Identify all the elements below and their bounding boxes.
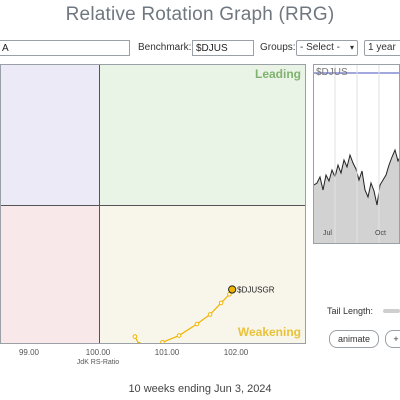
tail-head-point[interactable] xyxy=(228,285,237,294)
tail-point xyxy=(176,333,182,338)
tail-line xyxy=(134,289,233,343)
side-x-tick: Oct xyxy=(375,230,386,237)
rrg-plot: $DJUSVA$DJUSGR xyxy=(132,285,275,343)
side-x-tick: Jul xyxy=(323,230,332,237)
x-tick-label: 100.00 xyxy=(85,348,111,357)
benchmark-label: Benchmark: xyxy=(138,42,192,53)
price-chart-plot xyxy=(314,65,399,243)
period-select[interactable]: 1 year xyxy=(364,40,400,56)
period-select-value: 1 year xyxy=(368,42,396,53)
quadrant-improving xyxy=(1,65,99,205)
toolbar: A Benchmark: $DJUS Groups: - Select - ▾ … xyxy=(0,40,400,58)
chevron-down-icon: ▾ xyxy=(349,43,354,52)
center-axis-vertical xyxy=(99,65,100,343)
benchmark-symbol-label: $DJUS xyxy=(316,67,348,78)
tail-length-label: Tail Length: xyxy=(327,306,374,316)
tail-point xyxy=(194,321,200,327)
rrg-chart: Leading Weakening $DJUSVA$DJUSGR xyxy=(0,64,306,344)
quadrant-label-leading: Leading xyxy=(254,67,301,81)
page-title: Relative Rotation Graph (RRG) xyxy=(65,4,335,25)
animate-button[interactable]: animate xyxy=(329,330,379,348)
x-tick-label: 102.00 xyxy=(223,348,249,357)
x-tick-label: 99.00 xyxy=(18,348,40,357)
tail-point xyxy=(132,334,138,339)
series-label: $DJUSGR xyxy=(237,285,275,294)
tail-point xyxy=(160,339,165,343)
quadrant-lagging xyxy=(1,205,99,343)
quadrant-leading xyxy=(99,65,305,205)
symbols-input[interactable]: A xyxy=(0,40,130,56)
center-axis-horizontal xyxy=(1,205,305,206)
benchmark-price-chart: $DJUS xyxy=(313,64,400,244)
x-tick-label: 101.00 xyxy=(154,348,180,357)
plus-button[interactable]: + xyxy=(385,330,400,348)
tail-point xyxy=(218,300,224,306)
groups-select-value: - Select - xyxy=(300,42,341,53)
benchmark-input[interactable]: $DJUS xyxy=(192,40,254,56)
tail-point xyxy=(207,312,213,317)
groups-select[interactable]: - Select - ▾ xyxy=(296,40,358,56)
tail-length-slider[interactable] xyxy=(383,309,400,313)
quadrant-label-weakening: Weakening xyxy=(237,325,301,339)
groups-label: Groups: xyxy=(260,42,296,53)
tail-point xyxy=(137,341,141,343)
x-axis-title: JdK RS-Ratio xyxy=(76,359,120,366)
period-footer: 10 weeks ending Jun 3, 2024 xyxy=(128,383,272,395)
